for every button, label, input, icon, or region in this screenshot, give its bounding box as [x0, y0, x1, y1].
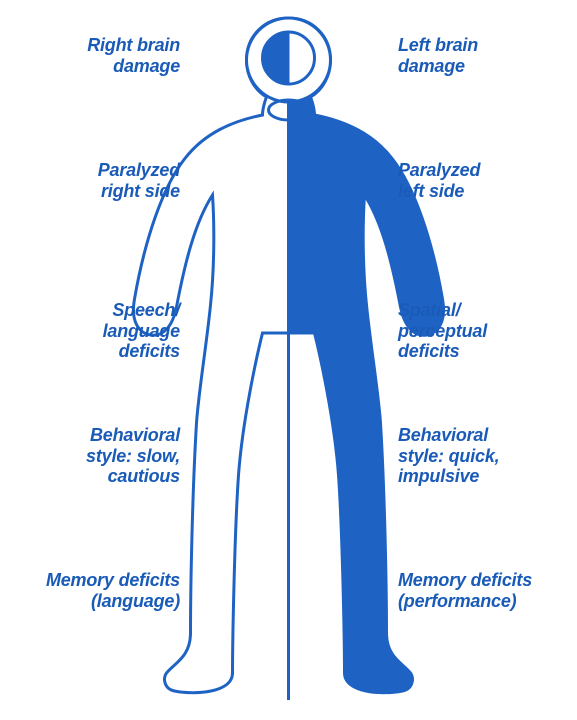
label-paralyzed-right-side: Paralyzedright side: [15, 160, 180, 201]
label-behavioral-slow-cautious: Behavioralstyle: slow,cautious: [15, 425, 180, 487]
label-spatial-perceptual-deficits: Spatial/perceptualdeficits: [398, 300, 568, 362]
label-memory-deficits-performance: Memory deficits(performance): [398, 570, 568, 611]
label-right-brain-damage: Right braindamage: [15, 35, 180, 76]
label-left-brain-damage: Left braindamage: [398, 35, 568, 76]
label-memory-deficits-language: Memory deficits(language): [15, 570, 180, 611]
label-paralyzed-left-side: Paralyzedleft side: [398, 160, 568, 201]
label-behavioral-quick-impulsive: Behavioralstyle: quick,impulsive: [398, 425, 568, 487]
label-speech-language-deficits: Speech/languagedeficits: [15, 300, 180, 362]
brain-damage-diagram: Right braindamage Paralyzedright side Sp…: [0, 0, 577, 720]
brain-icon: [263, 32, 315, 84]
